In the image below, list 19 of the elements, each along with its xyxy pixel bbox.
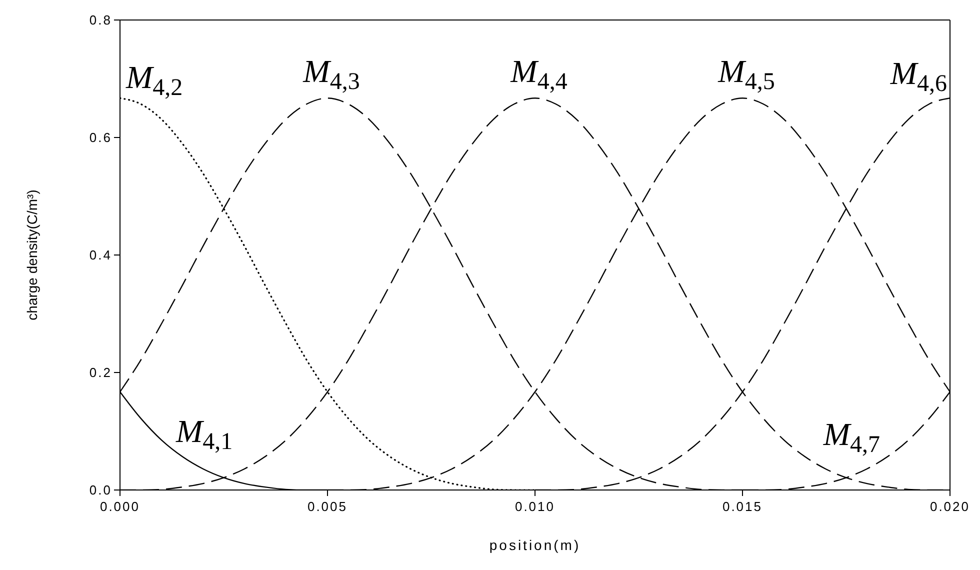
y-tick-label: 0.0 (89, 482, 112, 498)
series-label: M$_{4,2}$ (125, 59, 183, 101)
series-label: M$_{4,6}$ (889, 55, 947, 97)
y-tick-label: 0.6 (89, 130, 112, 146)
x-tick-label: 0.015 (722, 499, 763, 514)
y-tick-label: 0.8 (89, 12, 112, 28)
x-tick-label: 0.000 (100, 499, 140, 514)
y-axis-title: charge density(C/m³) (24, 190, 40, 320)
y-tick-label: 0.2 (89, 365, 112, 380)
x-tick-label: 0.010 (514, 499, 556, 514)
series-label: M$_{4,3}$ (302, 53, 360, 95)
x-tick-label: 0.020 (930, 499, 970, 514)
series-label: M$_{4,5}$ (717, 53, 775, 95)
x-axis-title: position(m) (489, 537, 581, 553)
series-label: M$_{4,1}$ (175, 412, 233, 455)
x-tick-label: 0.005 (307, 499, 348, 514)
series-label: M$_{4,7}$ (822, 416, 880, 458)
y-tick-label: 0.4 (89, 248, 112, 263)
series-label: M$_{4,4}$ (510, 53, 568, 95)
